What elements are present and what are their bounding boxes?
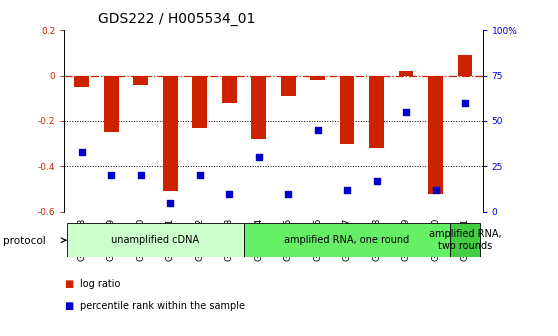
Text: protocol: protocol: [3, 236, 46, 246]
Bar: [67, 223, 244, 257]
Bar: [310, 76, 325, 80]
Bar: [74, 76, 89, 87]
Text: ■: ■: [64, 279, 74, 289]
Bar: [193, 76, 207, 128]
Bar: [369, 76, 384, 148]
Point: [136, 173, 145, 178]
Text: amplified RNA,
two rounds: amplified RNA, two rounds: [429, 229, 501, 251]
Point: [107, 173, 116, 178]
Text: amplified RNA, one round: amplified RNA, one round: [285, 235, 410, 245]
Point: [254, 155, 263, 160]
Bar: [281, 76, 296, 96]
Bar: [251, 76, 266, 139]
Bar: [244, 223, 450, 257]
Text: percentile rank within the sample: percentile rank within the sample: [80, 301, 245, 311]
Point: [78, 149, 86, 155]
Point: [313, 127, 322, 133]
Point: [431, 187, 440, 193]
Bar: [222, 76, 237, 103]
Bar: [428, 76, 443, 194]
Text: GDS222 / H005534_01: GDS222 / H005534_01: [98, 12, 255, 27]
Point: [195, 173, 204, 178]
Point: [343, 187, 352, 193]
Bar: [163, 76, 177, 191]
Point: [283, 191, 292, 196]
Point: [402, 109, 411, 115]
Text: log ratio: log ratio: [80, 279, 120, 289]
Bar: [398, 71, 413, 76]
Bar: [458, 55, 473, 76]
Point: [460, 100, 469, 106]
Point: [166, 200, 175, 205]
Bar: [340, 76, 354, 144]
Bar: [450, 223, 480, 257]
Point: [372, 178, 381, 183]
Point: [225, 191, 234, 196]
Text: unamplified cDNA: unamplified cDNA: [112, 235, 200, 245]
Bar: [104, 76, 119, 132]
Bar: [133, 76, 148, 85]
Text: ■: ■: [64, 301, 74, 311]
